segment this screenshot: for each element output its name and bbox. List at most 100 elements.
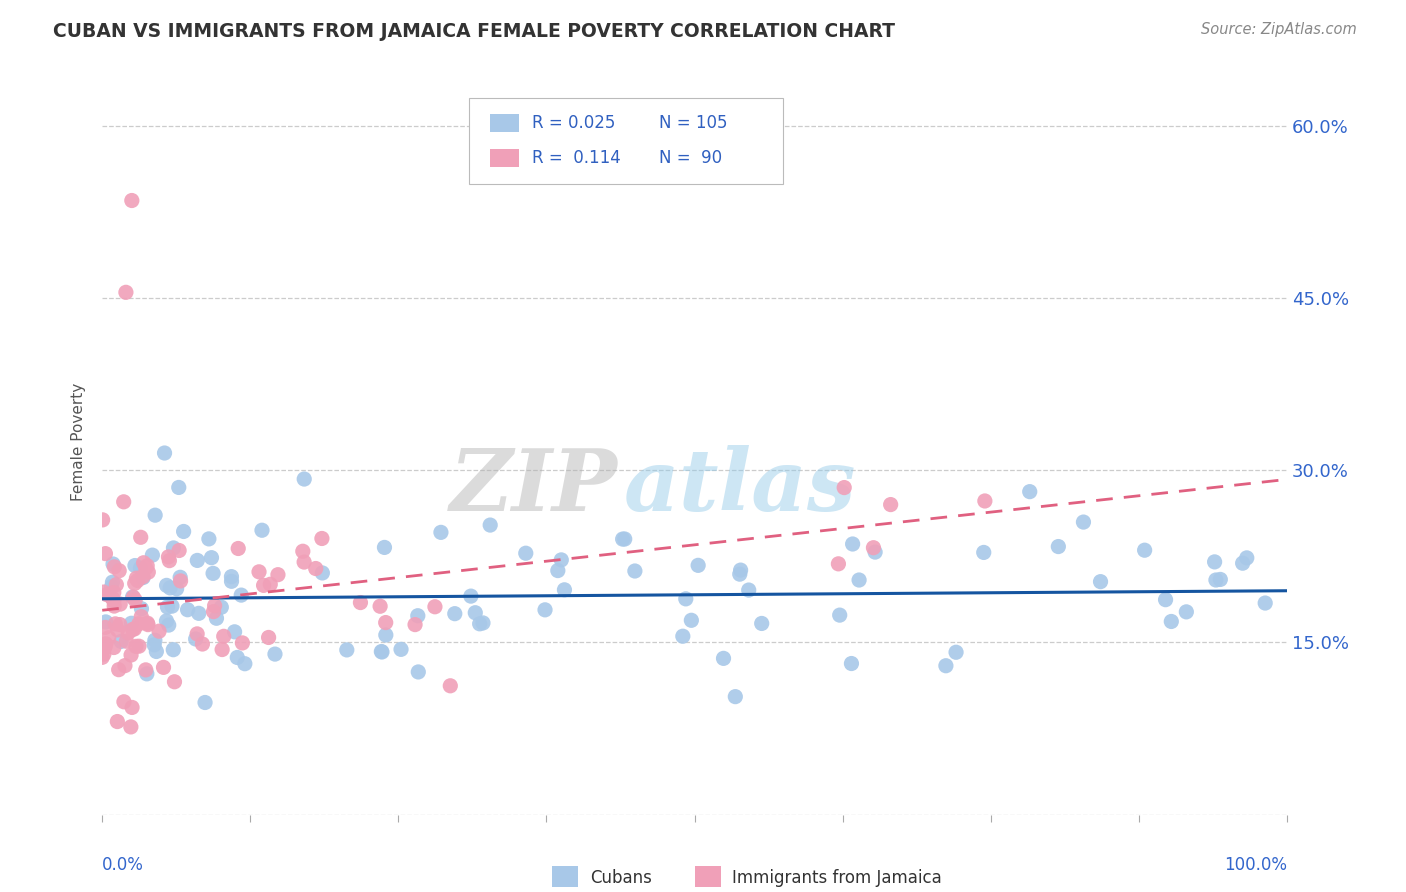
Point bbox=[163, 674, 186, 689]
Point bbox=[131, 601, 153, 615]
Point bbox=[93, 585, 115, 599]
Point bbox=[231, 636, 253, 650]
Point bbox=[155, 614, 177, 628]
Point bbox=[120, 616, 142, 631]
Point bbox=[91, 643, 114, 657]
Point bbox=[101, 575, 124, 590]
Point bbox=[935, 658, 957, 673]
Point bbox=[155, 578, 177, 592]
Point bbox=[136, 616, 159, 631]
Point bbox=[252, 578, 274, 592]
Point bbox=[125, 640, 148, 654]
Point bbox=[841, 657, 863, 671]
Point bbox=[167, 480, 190, 494]
Point bbox=[115, 285, 138, 300]
Point bbox=[1154, 592, 1177, 607]
Point bbox=[100, 580, 122, 594]
Point bbox=[973, 545, 995, 559]
Point bbox=[127, 574, 149, 588]
Point bbox=[173, 524, 195, 539]
Point bbox=[1204, 555, 1226, 569]
Point bbox=[115, 634, 138, 648]
Point bbox=[945, 645, 967, 659]
Text: Immigrants from Jamaica: Immigrants from Jamaica bbox=[733, 869, 942, 887]
Point bbox=[305, 561, 328, 575]
Point bbox=[349, 596, 371, 610]
Point bbox=[135, 561, 157, 575]
FancyBboxPatch shape bbox=[470, 98, 783, 184]
Point bbox=[129, 561, 152, 575]
Point bbox=[145, 644, 167, 658]
Point bbox=[464, 606, 486, 620]
Point bbox=[233, 657, 256, 671]
Point bbox=[827, 557, 849, 571]
Point bbox=[108, 597, 131, 611]
Point bbox=[132, 570, 155, 584]
Point bbox=[612, 532, 634, 546]
Point bbox=[121, 590, 143, 604]
Text: R =  0.114: R = 0.114 bbox=[533, 149, 621, 167]
Point bbox=[124, 576, 146, 591]
Point bbox=[194, 696, 217, 710]
Point bbox=[157, 554, 180, 568]
Point bbox=[121, 700, 143, 714]
Point bbox=[104, 616, 127, 631]
Point bbox=[292, 555, 315, 569]
Point bbox=[264, 647, 287, 661]
Bar bbox=[553, 866, 578, 887]
Point bbox=[675, 591, 697, 606]
Point bbox=[1047, 540, 1070, 554]
Point bbox=[209, 600, 232, 615]
Point bbox=[202, 566, 225, 581]
Point bbox=[430, 525, 453, 540]
Point bbox=[1018, 484, 1040, 499]
Point bbox=[105, 714, 128, 729]
Point bbox=[211, 642, 233, 657]
Point bbox=[112, 495, 135, 509]
Point bbox=[389, 642, 412, 657]
Point bbox=[129, 609, 152, 624]
Point bbox=[125, 571, 148, 585]
Point bbox=[292, 472, 315, 486]
Text: R = 0.025: R = 0.025 bbox=[533, 114, 616, 132]
Point bbox=[373, 541, 395, 555]
Point bbox=[186, 627, 208, 641]
Point bbox=[311, 532, 333, 546]
Text: 100.0%: 100.0% bbox=[1223, 855, 1286, 873]
Point bbox=[259, 577, 281, 591]
Point bbox=[110, 634, 132, 648]
Point bbox=[128, 639, 150, 653]
Point bbox=[1133, 543, 1156, 558]
Point bbox=[374, 628, 396, 642]
Point bbox=[184, 632, 207, 646]
Point bbox=[832, 481, 855, 495]
Point bbox=[1160, 615, 1182, 629]
Point bbox=[408, 665, 430, 679]
Point bbox=[1232, 556, 1254, 570]
Point bbox=[162, 541, 184, 555]
Point bbox=[439, 679, 461, 693]
Point bbox=[534, 603, 557, 617]
Point bbox=[156, 600, 179, 615]
Point bbox=[713, 651, 735, 665]
Point bbox=[122, 591, 145, 605]
Point bbox=[103, 599, 125, 613]
Text: CUBAN VS IMMIGRANTS FROM JAMAICA FEMALE POVERTY CORRELATION CHART: CUBAN VS IMMIGRANTS FROM JAMAICA FEMALE … bbox=[53, 22, 896, 41]
Text: N = 105: N = 105 bbox=[659, 114, 727, 132]
Point bbox=[1073, 515, 1095, 529]
Point bbox=[973, 494, 995, 508]
Point bbox=[250, 523, 273, 537]
Point bbox=[186, 553, 208, 567]
Point bbox=[120, 720, 142, 734]
Point bbox=[103, 585, 125, 599]
Point bbox=[224, 624, 246, 639]
Point bbox=[124, 558, 146, 573]
Point bbox=[152, 660, 174, 674]
Point bbox=[406, 608, 429, 623]
Point bbox=[550, 553, 572, 567]
Point bbox=[159, 581, 181, 595]
Point bbox=[124, 622, 146, 636]
Bar bbox=[489, 149, 519, 168]
Point bbox=[472, 615, 495, 630]
Point bbox=[202, 605, 225, 619]
